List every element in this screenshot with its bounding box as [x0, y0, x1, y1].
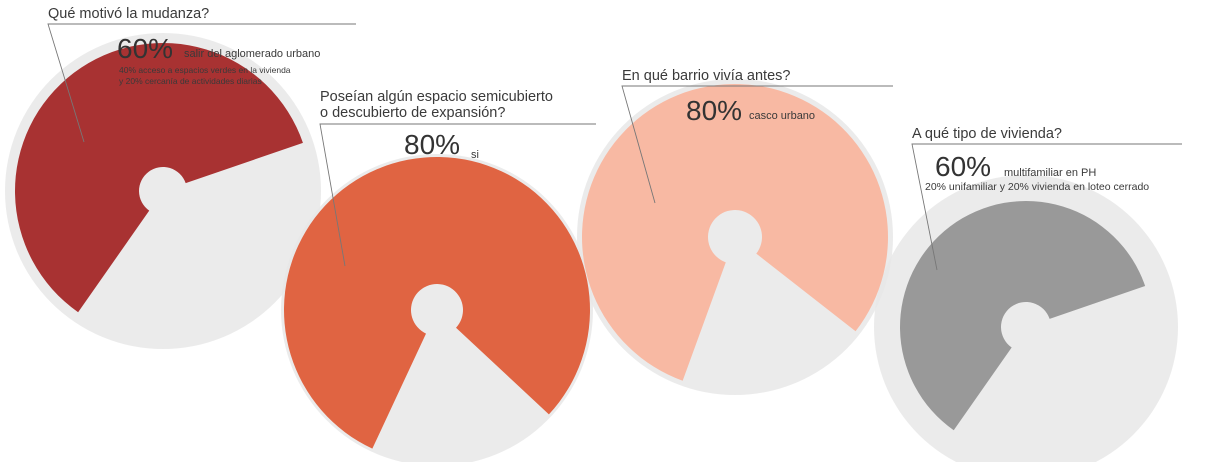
chart4-detail-1: 20% unifamiliar y 20% vivienda en loteo …: [925, 181, 1150, 193]
chart1-question: Qué motivó la mudanza?: [48, 6, 210, 22]
chart2-percent: 80%: [404, 129, 461, 160]
chart2-slice: [284, 157, 590, 449]
chart3-slice: [582, 84, 889, 381]
chart3-answer: casco urbano: [749, 110, 816, 122]
chart3-question: En qué barrio vivía antes?: [622, 68, 791, 84]
chart1-leader-line: [47, 23, 356, 143]
chart2-question-line-2: o descubierto de expansión?: [320, 105, 506, 121]
chart2-question-line-1: Poseían algún espacio semicubierto: [320, 89, 553, 105]
chart4-percent: 60%: [935, 151, 992, 182]
chart1-percent: 60%: [117, 33, 174, 64]
chart4-question: A qué tipo de vivienda?: [912, 126, 1062, 142]
chart2-answer: si: [471, 149, 479, 161]
chart1-detail-2: y 20% cercanía de actividades diarias: [119, 76, 262, 86]
chart3-percent: 80%: [686, 95, 743, 126]
chart2-leader-line: [319, 123, 596, 267]
chart1-slice: [15, 43, 303, 313]
chart4-leader-line: [911, 143, 1182, 271]
chart3-leader-line: [621, 85, 893, 204]
chart1-answer: salir del aglomerado urbano: [184, 48, 321, 60]
chart4-answer: multifamiliar en PH: [1004, 167, 1097, 179]
chart4-slice: [900, 201, 1146, 431]
chart1-detail-1: 40% acceso a espacios verdes en la vivie…: [119, 65, 291, 75]
